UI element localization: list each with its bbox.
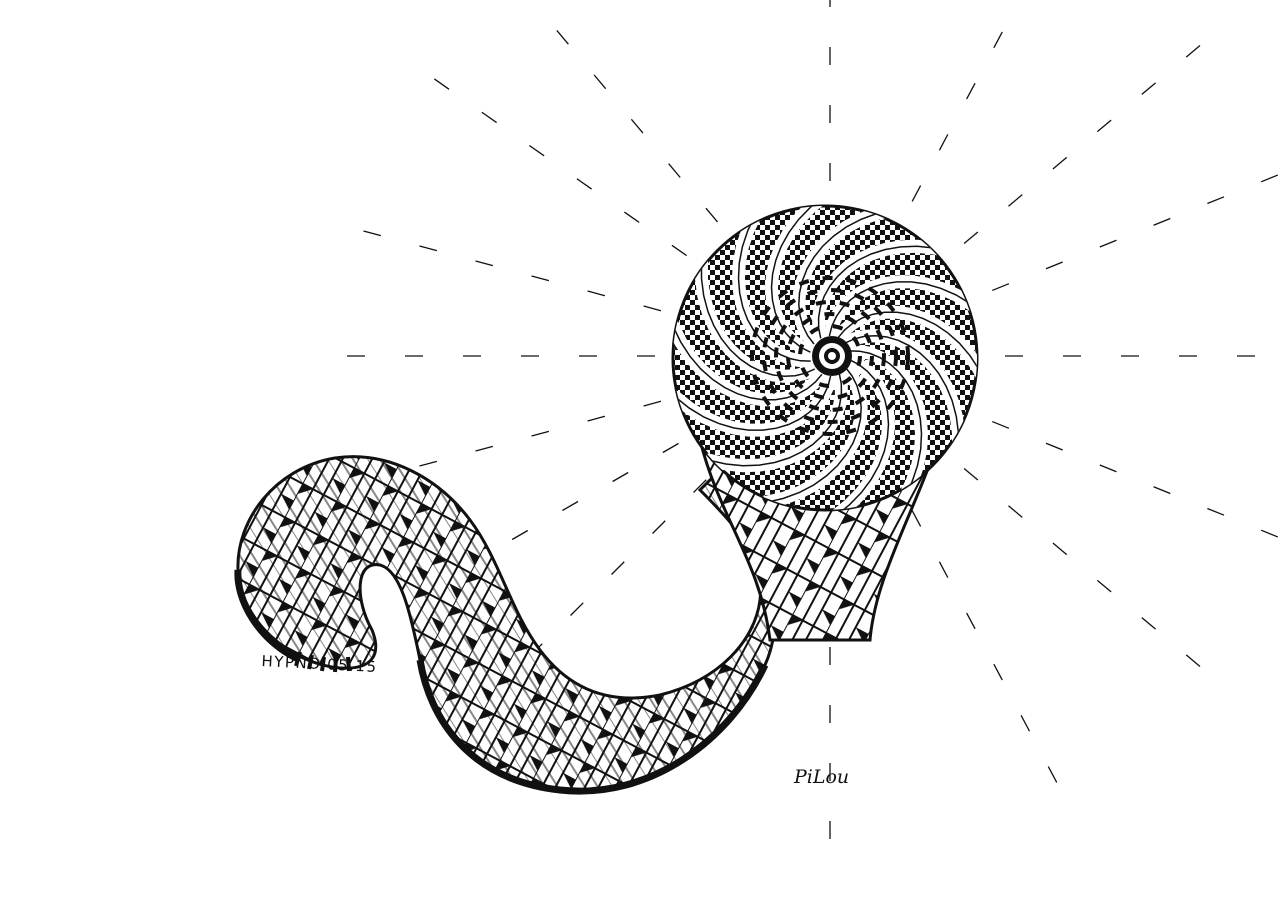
- ray-line: [911, 0, 1021, 202]
- swirl-edge: [737, 214, 811, 362]
- ray-line: [992, 420, 1280, 539]
- inner-ring: [774, 300, 886, 412]
- ray-line: [327, 220, 662, 312]
- ray-line: [403, 57, 688, 257]
- swirl-edge: [765, 367, 862, 504]
- inner-ring: [798, 324, 862, 388]
- swirl-edge: [835, 359, 890, 510]
- swirl-edge: [673, 325, 823, 401]
- ray-line: [992, 173, 1280, 292]
- ray-line: [963, 21, 1229, 245]
- inner-ring: [786, 312, 874, 400]
- hypnotic-disc: [671, 204, 979, 512]
- ray-line: [963, 467, 1229, 691]
- swirl-edge: [817, 245, 952, 339]
- ray-line: [911, 510, 1075, 816]
- swirl-edge: [849, 350, 923, 498]
- swirl-edge: [700, 260, 816, 378]
- inner-ring: [762, 288, 898, 424]
- swirl-edge: [828, 281, 977, 337]
- ray-line: [530, 0, 719, 223]
- inner-ring: [750, 276, 910, 436]
